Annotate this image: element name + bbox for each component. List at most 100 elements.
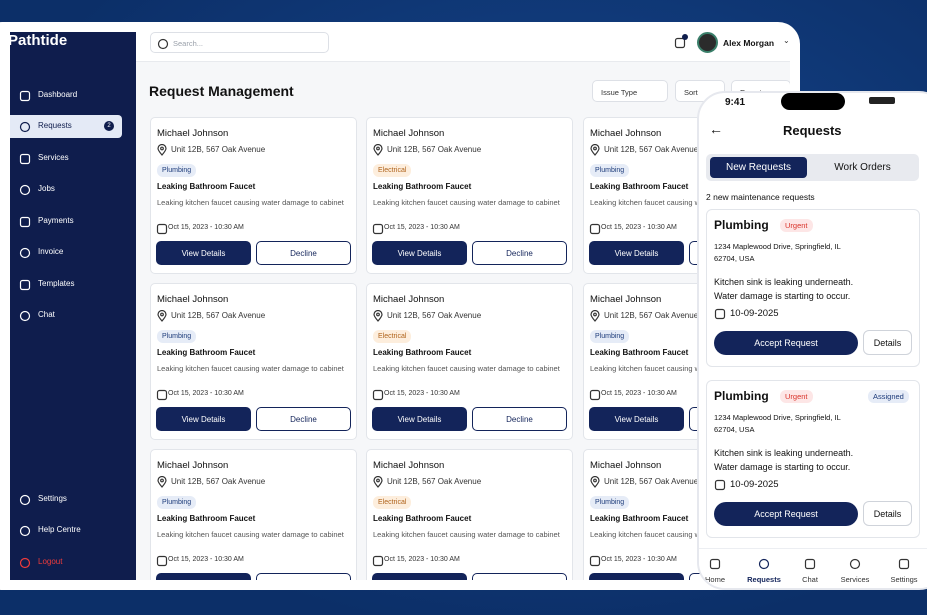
view-details-button[interactable]: View Details (589, 241, 684, 265)
icon (714, 307, 726, 320)
date: Oct 15, 2023 - 10:30 AM (384, 224, 460, 231)
icon (19, 89, 31, 102)
details-button[interactable]: Details (863, 501, 912, 526)
nav-label: Logout (38, 557, 63, 566)
icon (804, 557, 816, 570)
view-details-button[interactable]: View Details (372, 573, 467, 580)
notification-dot (682, 34, 688, 40)
request-type: Plumbing (714, 218, 769, 232)
icon (19, 493, 31, 506)
search-box[interactable]: Search... (150, 32, 329, 53)
decline-button[interactable]: Decline (256, 407, 351, 431)
nav-badge: 2 (104, 121, 114, 131)
filter-label: Issue Type (601, 88, 638, 97)
nav-item[interactable]: Templates (10, 273, 122, 296)
nav-item[interactable]: Services (10, 147, 122, 170)
tab-active[interactable]: New Requests (710, 157, 807, 178)
nav-label: Dashboard (38, 90, 78, 99)
accept-button[interactable]: Accept Request (714, 331, 858, 355)
priority-badge: Urgent (780, 390, 813, 403)
decline-button[interactable]: Decline (256, 573, 351, 580)
icon (372, 222, 384, 235)
filter-label: Sort (684, 88, 698, 97)
requester-name: Michael Johnson (157, 128, 229, 139)
icon (372, 554, 384, 567)
nav-item[interactable]: Requests 2 (10, 115, 122, 138)
description: Leaking kitchen faucet causing water dam… (157, 364, 344, 373)
tag: Plumbing (590, 496, 630, 509)
date: Oct 15, 2023 - 10:30 AM (601, 556, 677, 563)
nav-item[interactable]: Logout (10, 551, 122, 574)
issue-title: Leaking Bathroom Faucet (373, 514, 472, 523)
icon (156, 475, 168, 488)
issue-title: Leaking Bathroom Faucet (590, 514, 689, 523)
request-description: Kitchen sink is leaking underneath. Wate… (714, 277, 854, 301)
decline-button[interactable]: Decline (256, 241, 351, 265)
view-details-button[interactable]: View Details (372, 241, 467, 265)
mobile-screen: 9:41 ← Requests New Requests Work Orders 2 ne… (697, 91, 927, 590)
icon (589, 475, 601, 488)
icon (19, 524, 31, 537)
mobile-title: Requests (783, 123, 842, 138)
bottom-nav-item[interactable]: Chat (780, 555, 840, 585)
back-arrow[interactable]: ← (709, 121, 723, 137)
icon (589, 388, 601, 401)
address: Unit 12B, 567 Oak Avenue (604, 477, 699, 486)
address: Unit 12B, 567 Oak Avenue (387, 311, 482, 320)
nav-item[interactable]: Jobs (10, 178, 122, 201)
issue-title: Leaking Bathroom Faucet (157, 182, 256, 191)
description: Leaking kitchen faucet causing water dam… (373, 198, 560, 207)
view-details-button[interactable]: View Details (156, 241, 251, 265)
nav-item[interactable]: Payments (10, 210, 122, 233)
view-details-button[interactable]: View Details (589, 407, 684, 431)
accept-button[interactable]: Accept Request (714, 502, 858, 526)
decline-button[interactable]: Decline (472, 407, 567, 431)
view-details-button[interactable]: View Details (156, 573, 251, 580)
nav-item[interactable]: Settings (10, 488, 122, 511)
request-card: Michael Johnson Unit 12B, 567 Oak Avenue E… (366, 449, 573, 580)
bottom-nav-item[interactable]: Requests (734, 555, 794, 585)
nav-item[interactable]: Invoice (10, 241, 122, 264)
avatar (697, 32, 718, 53)
icon (19, 556, 31, 569)
bottom-nav-item[interactable]: Services (825, 555, 885, 585)
desktop-window: Pathtide Dashboard Requests 2 Services Jobs Pa… (0, 22, 800, 590)
icon (19, 309, 31, 322)
requester-name: Michael Johnson (590, 460, 662, 471)
sidebar: Pathtide Dashboard Requests 2 Services Jobs Pa… (8, 32, 136, 580)
bottom-nav-item[interactable]: Settings (874, 555, 927, 585)
issue-title: Leaking Bathroom Faucet (373, 182, 472, 191)
icon (372, 309, 384, 322)
nav-item[interactable]: Chat (10, 304, 122, 327)
description: Leaking kitchen faucet causing water dam… (590, 198, 777, 207)
icon (758, 557, 770, 570)
filter[interactable]: Issue Type (592, 80, 668, 102)
page-title: Request Management (149, 83, 294, 99)
request-address: 1234 Maplewood Drive, Springfield, IL 62… (714, 413, 841, 434)
request-address: 1234 Maplewood Drive, Springfield, IL 62… (714, 242, 841, 263)
tab[interactable]: Work Orders (834, 162, 891, 173)
decline-button[interactable]: Decline (472, 241, 567, 265)
request-type: Plumbing (714, 389, 769, 403)
icon (19, 215, 31, 228)
details-button[interactable]: Details (863, 330, 912, 355)
address: Unit 12B, 567 Oak Avenue (604, 311, 699, 320)
view-details-button[interactable]: View Details (156, 407, 251, 431)
bottom-nav-item[interactable]: Home (699, 555, 745, 585)
icon (589, 309, 601, 322)
nav-label: Settings (38, 494, 67, 503)
icon (589, 222, 601, 235)
view-details-button[interactable]: View Details (589, 573, 684, 580)
view-details-button[interactable]: View Details (372, 407, 467, 431)
address: Unit 12B, 567 Oak Avenue (387, 145, 482, 154)
status-badge: Assigned (868, 390, 909, 403)
tag: Plumbing (590, 330, 630, 343)
requester-name: Michael Johnson (590, 294, 662, 305)
icon (156, 388, 168, 401)
nav-item[interactable]: Help Centre (10, 519, 122, 542)
decline-button[interactable]: Decline (472, 573, 567, 580)
nav-item[interactable]: Dashboard (10, 84, 122, 107)
icon (19, 278, 31, 291)
request-card: Michael Johnson Unit 12B, 567 Oak Avenue P… (150, 117, 357, 274)
